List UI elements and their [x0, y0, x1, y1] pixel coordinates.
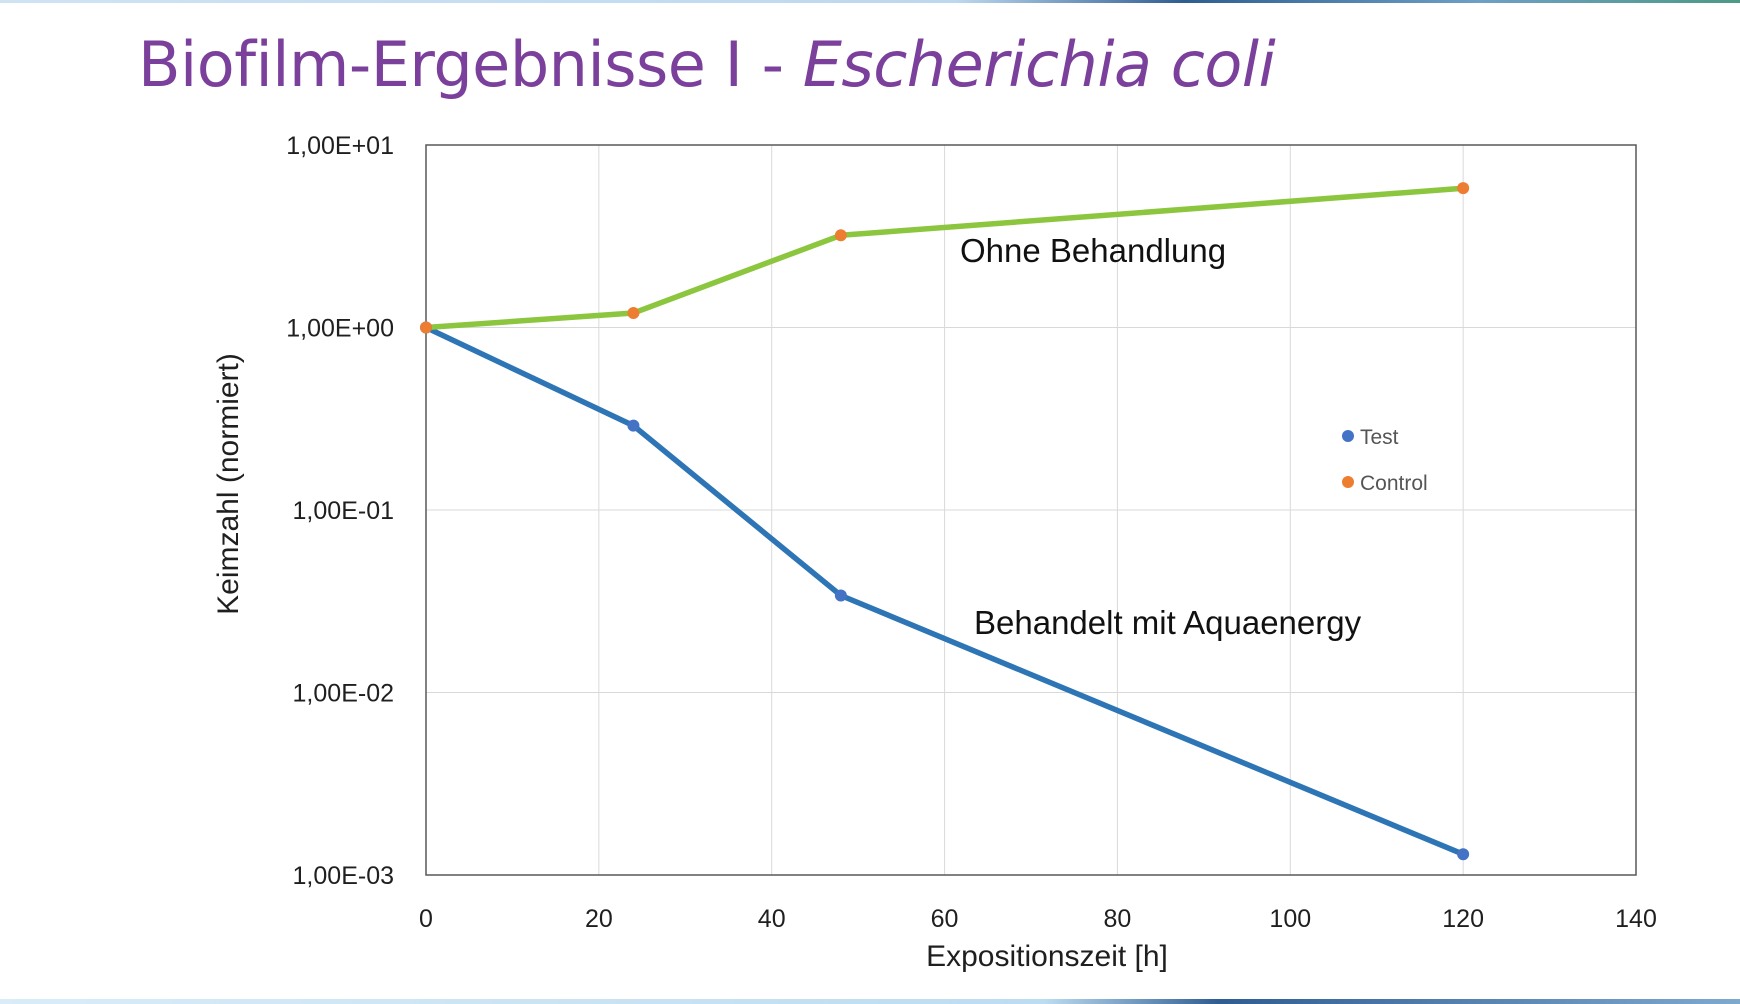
- x-tick-label: 40: [758, 905, 786, 933]
- x-tick-label: 100: [1269, 905, 1311, 933]
- top-accent-rule: [0, 0, 1740, 3]
- legend-marker-control: [1342, 476, 1354, 488]
- y-axis-title: Keimzahl (normiert): [212, 353, 245, 615]
- x-tick-label: 20: [585, 905, 613, 933]
- x-tick-label: 120: [1442, 905, 1484, 933]
- series-point-control: [834, 229, 847, 242]
- series-layer: [420, 182, 1470, 861]
- series-point-control: [420, 321, 432, 334]
- slide-title: Biofilm-Ergebnisse I - Escherichia coli: [138, 28, 1276, 101]
- tick-layer: 0 20 40 60 80 100 120 140 1,00E-03 1,00E-02 1,00E-…: [286, 132, 1657, 933]
- series-point-test: [627, 419, 640, 432]
- grid-layer: [426, 145, 1636, 875]
- annotation-test: Behandelt mit Aquaenergy: [974, 604, 1362, 641]
- annotation-control: Ohne Behandlung: [960, 232, 1226, 269]
- y-tick-label: 1,00E-01: [293, 497, 394, 525]
- slide-title-main: Biofilm-Ergebnisse I -: [138, 28, 803, 101]
- x-tick-label: 140: [1615, 905, 1657, 933]
- series-point-control: [627, 307, 640, 320]
- x-tick-label: 0: [419, 905, 433, 933]
- legend-marker-test: [1342, 430, 1354, 442]
- slide-title-italic: Escherichia coli: [802, 28, 1276, 101]
- legend: Test Control: [1342, 426, 1428, 495]
- series-point-test: [1457, 848, 1470, 861]
- series-line-test: [423, 324, 1466, 857]
- legend-label-test: Test: [1360, 426, 1399, 449]
- series-point-control: [1457, 182, 1470, 195]
- x-tick-label: 80: [1104, 905, 1132, 933]
- plot-frame: [425, 144, 1637, 876]
- bottom-accent-rule: [0, 999, 1740, 1004]
- legend-label-control: Control: [1360, 472, 1428, 495]
- series-point-test: [834, 589, 847, 602]
- y-tick-label: 1,00E-03: [293, 862, 394, 890]
- x-axis-title: Expositionszeit [h]: [926, 940, 1168, 973]
- y-tick-label: 1,00E+01: [286, 132, 394, 160]
- y-tick-label: 1,00E-02: [293, 680, 394, 708]
- x-tick-label: 60: [931, 905, 959, 933]
- series-line-control: [423, 185, 1466, 331]
- y-tick-label: 1,00E+00: [286, 315, 394, 343]
